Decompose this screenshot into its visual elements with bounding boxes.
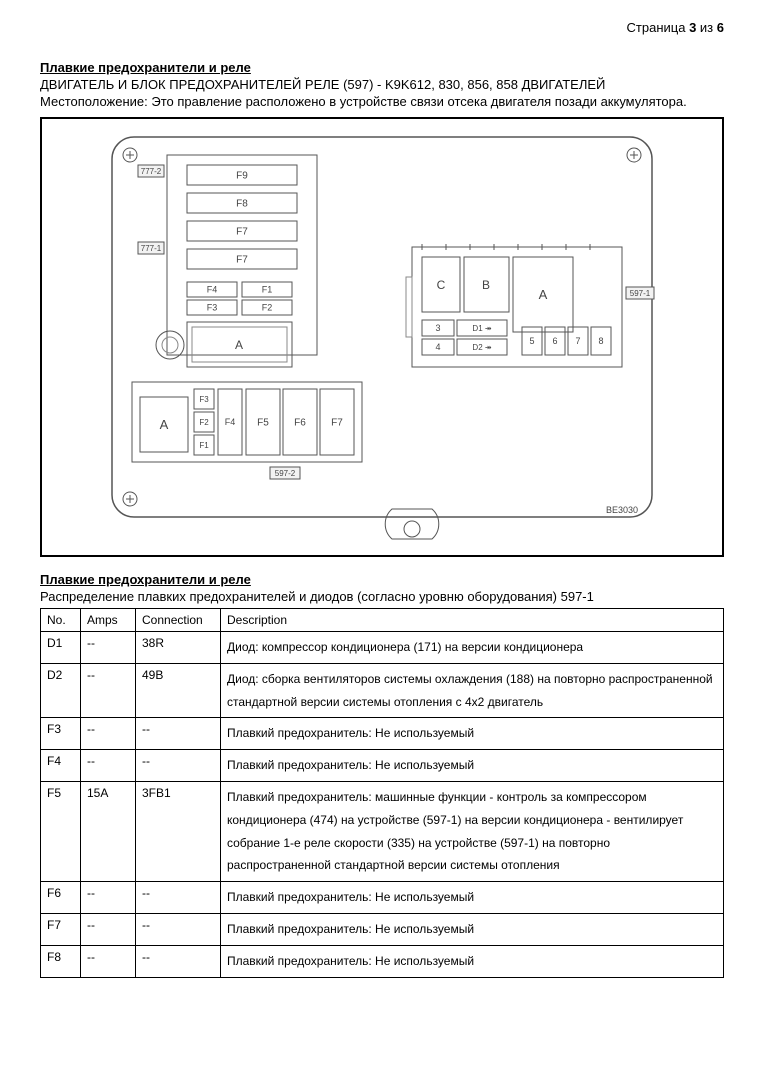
col-no: No. bbox=[41, 609, 81, 632]
svg-text:8: 8 bbox=[598, 336, 603, 346]
svg-text:F6: F6 bbox=[294, 418, 306, 429]
cell-amps: -- bbox=[81, 882, 136, 914]
cell-desc: Плавкий предохранитель: машинные функции… bbox=[221, 781, 724, 881]
fuse-table: No. Amps Connection Description D1--38RД… bbox=[40, 608, 724, 978]
cell-desc: Плавкий предохранитель: Не используемый bbox=[221, 945, 724, 977]
page-total: 6 bbox=[717, 20, 724, 35]
col-conn: Connection bbox=[136, 609, 221, 632]
cell-no: F6 bbox=[41, 882, 81, 914]
table-row: F515A3FB1Плавкий предохранитель: машинны… bbox=[41, 781, 724, 881]
cell-amps: 15A bbox=[81, 781, 136, 881]
cell-desc: Плавкий предохранитель: Не используемый bbox=[221, 882, 724, 914]
svg-text:597-1: 597-1 bbox=[630, 289, 651, 298]
table-row: F4----Плавкий предохранитель: Не использ… bbox=[41, 750, 724, 782]
table-row: F6----Плавкий предохранитель: Не использ… bbox=[41, 882, 724, 914]
page-prefix: Страница bbox=[627, 20, 690, 35]
page-number: Страница 3 из 6 bbox=[40, 20, 724, 35]
svg-text:5: 5 bbox=[529, 336, 534, 346]
svg-text:BE3030: BE3030 bbox=[606, 505, 638, 515]
svg-text:F7: F7 bbox=[236, 227, 248, 238]
cell-amps: -- bbox=[81, 663, 136, 718]
cell-desc: Плавкий предохранитель: Не используемый bbox=[221, 718, 724, 750]
svg-text:F4: F4 bbox=[225, 417, 236, 427]
svg-text:7: 7 bbox=[575, 336, 580, 346]
table-row: F7----Плавкий предохранитель: Не использ… bbox=[41, 913, 724, 945]
svg-text:A: A bbox=[160, 417, 169, 432]
svg-text:6: 6 bbox=[552, 336, 557, 346]
svg-text:777-1: 777-1 bbox=[141, 244, 162, 253]
svg-text:F7: F7 bbox=[331, 418, 343, 429]
svg-text:F5: F5 bbox=[257, 418, 269, 429]
cell-amps: -- bbox=[81, 718, 136, 750]
table-row: D1--38RДиод: компрессор кондиционера (17… bbox=[41, 632, 724, 664]
col-amps: Amps bbox=[81, 609, 136, 632]
table-row: D2--49BДиод: сборка вентиляторов системы… bbox=[41, 663, 724, 718]
diagram-frame: BE3030 F9 F8 F7 F7 F4 F1 F3 F2 A 777-2 777-1 A F3 F2 F1… bbox=[40, 117, 724, 557]
cell-desc: Диод: компрессор кондиционера (171) на в… bbox=[221, 632, 724, 664]
svg-text:F3: F3 bbox=[207, 303, 218, 313]
table-row: F8----Плавкий предохранитель: Не использ… bbox=[41, 945, 724, 977]
svg-text:C: C bbox=[437, 278, 446, 292]
svg-text:F2: F2 bbox=[262, 303, 273, 313]
cell-amps: -- bbox=[81, 632, 136, 664]
cell-conn: -- bbox=[136, 750, 221, 782]
svg-text:F8: F8 bbox=[236, 199, 248, 210]
svg-text:F9: F9 bbox=[236, 171, 248, 182]
cell-no: F3 bbox=[41, 718, 81, 750]
table-header-row: No. Amps Connection Description bbox=[41, 609, 724, 632]
svg-text:F4: F4 bbox=[207, 285, 218, 295]
svg-text:F3: F3 bbox=[199, 395, 209, 404]
svg-text:3: 3 bbox=[435, 323, 440, 333]
svg-text:D1 ↠: D1 ↠ bbox=[472, 324, 491, 333]
cell-no: F5 bbox=[41, 781, 81, 881]
cell-amps: -- bbox=[81, 750, 136, 782]
cell-no: D1 bbox=[41, 632, 81, 664]
fusebox-diagram: BE3030 F9 F8 F7 F7 F4 F1 F3 F2 A 777-2 777-1 A F3 F2 F1… bbox=[92, 127, 672, 547]
cell-conn: 49B bbox=[136, 663, 221, 718]
svg-text:777-2: 777-2 bbox=[141, 167, 162, 176]
cell-conn: 38R bbox=[136, 632, 221, 664]
cell-no: D2 bbox=[41, 663, 81, 718]
cell-conn: 3FB1 bbox=[136, 781, 221, 881]
col-desc: Description bbox=[221, 609, 724, 632]
cell-desc: Диод: сборка вентиляторов системы охлажд… bbox=[221, 663, 724, 718]
cell-no: F4 bbox=[41, 750, 81, 782]
section-heading-2: Плавкие предохранители и реле bbox=[40, 572, 724, 587]
svg-text:F2: F2 bbox=[199, 418, 209, 427]
cell-desc: Плавкий предохранитель: Не используемый bbox=[221, 750, 724, 782]
cell-amps: -- bbox=[81, 945, 136, 977]
svg-text:A: A bbox=[539, 287, 548, 302]
table-row: F3----Плавкий предохранитель: Не использ… bbox=[41, 718, 724, 750]
page-of: из bbox=[696, 20, 716, 35]
cell-no: F8 bbox=[41, 945, 81, 977]
svg-text:F1: F1 bbox=[199, 441, 209, 450]
svg-text:597-2: 597-2 bbox=[275, 469, 296, 478]
subtitle-engine: ДВИГАТЕЛЬ И БЛОК ПРЕДОХРАНИТЕЛЕЙ РЕЛЕ (5… bbox=[40, 77, 724, 92]
svg-text:D2 ↠: D2 ↠ bbox=[472, 343, 491, 352]
cell-amps: -- bbox=[81, 913, 136, 945]
table-caption: Распределение плавких предохранителей и … bbox=[40, 589, 724, 604]
svg-text:A: A bbox=[235, 338, 243, 352]
cell-no: F7 bbox=[41, 913, 81, 945]
cell-desc: Плавкий предохранитель: Не используемый bbox=[221, 913, 724, 945]
cell-conn: -- bbox=[136, 945, 221, 977]
cell-conn: -- bbox=[136, 882, 221, 914]
cell-conn: -- bbox=[136, 718, 221, 750]
svg-text:4: 4 bbox=[435, 342, 440, 352]
cell-conn: -- bbox=[136, 913, 221, 945]
section-heading-1: Плавкие предохранители и реле bbox=[40, 60, 724, 75]
svg-text:F1: F1 bbox=[262, 285, 273, 295]
svg-text:F7: F7 bbox=[236, 255, 248, 266]
subtitle-location: Местоположение: Это правление расположен… bbox=[40, 94, 724, 109]
svg-text:B: B bbox=[482, 278, 490, 292]
